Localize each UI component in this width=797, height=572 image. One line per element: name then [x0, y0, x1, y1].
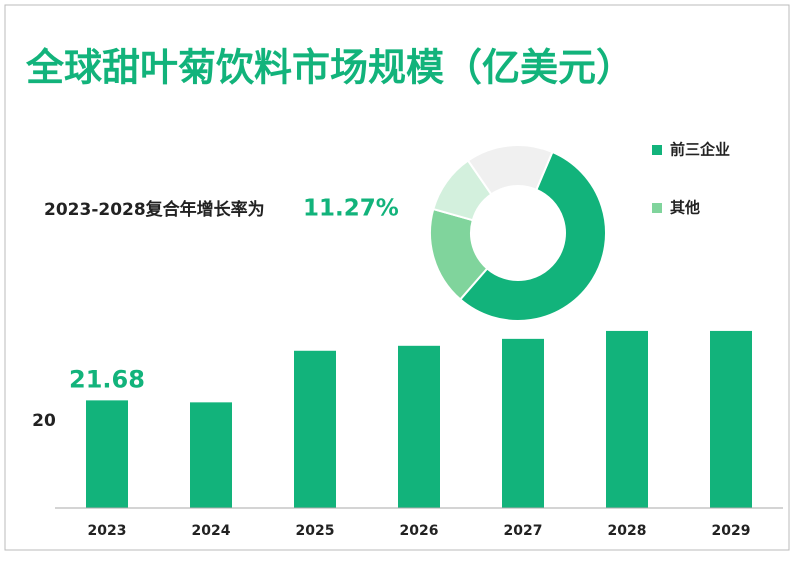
x-tick-label: 2026: [400, 523, 439, 539]
x-tick-label: 2028: [608, 523, 647, 539]
chart-title: 全球甜叶菊饮料市场规模（亿美元）: [25, 46, 634, 90]
bar: [398, 345, 440, 508]
pie-slice: [466, 144, 554, 196]
frame: [4, 4, 790, 551]
bar: [86, 400, 128, 508]
annotation-value: 11.27%: [303, 196, 399, 222]
annotation: 2023-2028复合年增长率为: [44, 199, 265, 220]
legend-swatch: [652, 145, 662, 155]
x-tick-label: 2029: [712, 523, 751, 539]
bar: [502, 338, 544, 508]
x-tick-label: 2024: [192, 523, 231, 539]
y-tick-label: 20: [32, 411, 56, 431]
bar: [190, 402, 232, 508]
x-tick-label: 2027: [504, 523, 543, 539]
x-tick-label: 2023: [88, 523, 127, 539]
legend-label: 前三企业: [670, 141, 730, 159]
legend-label: 其他: [670, 199, 700, 217]
data-label: 21.68: [69, 365, 145, 393]
x-tick-label: 2025: [296, 523, 335, 539]
pie-slice: [458, 150, 607, 322]
bar: [710, 330, 752, 508]
bar: [294, 350, 336, 508]
bar: [606, 330, 648, 508]
legend-swatch: [652, 203, 662, 213]
